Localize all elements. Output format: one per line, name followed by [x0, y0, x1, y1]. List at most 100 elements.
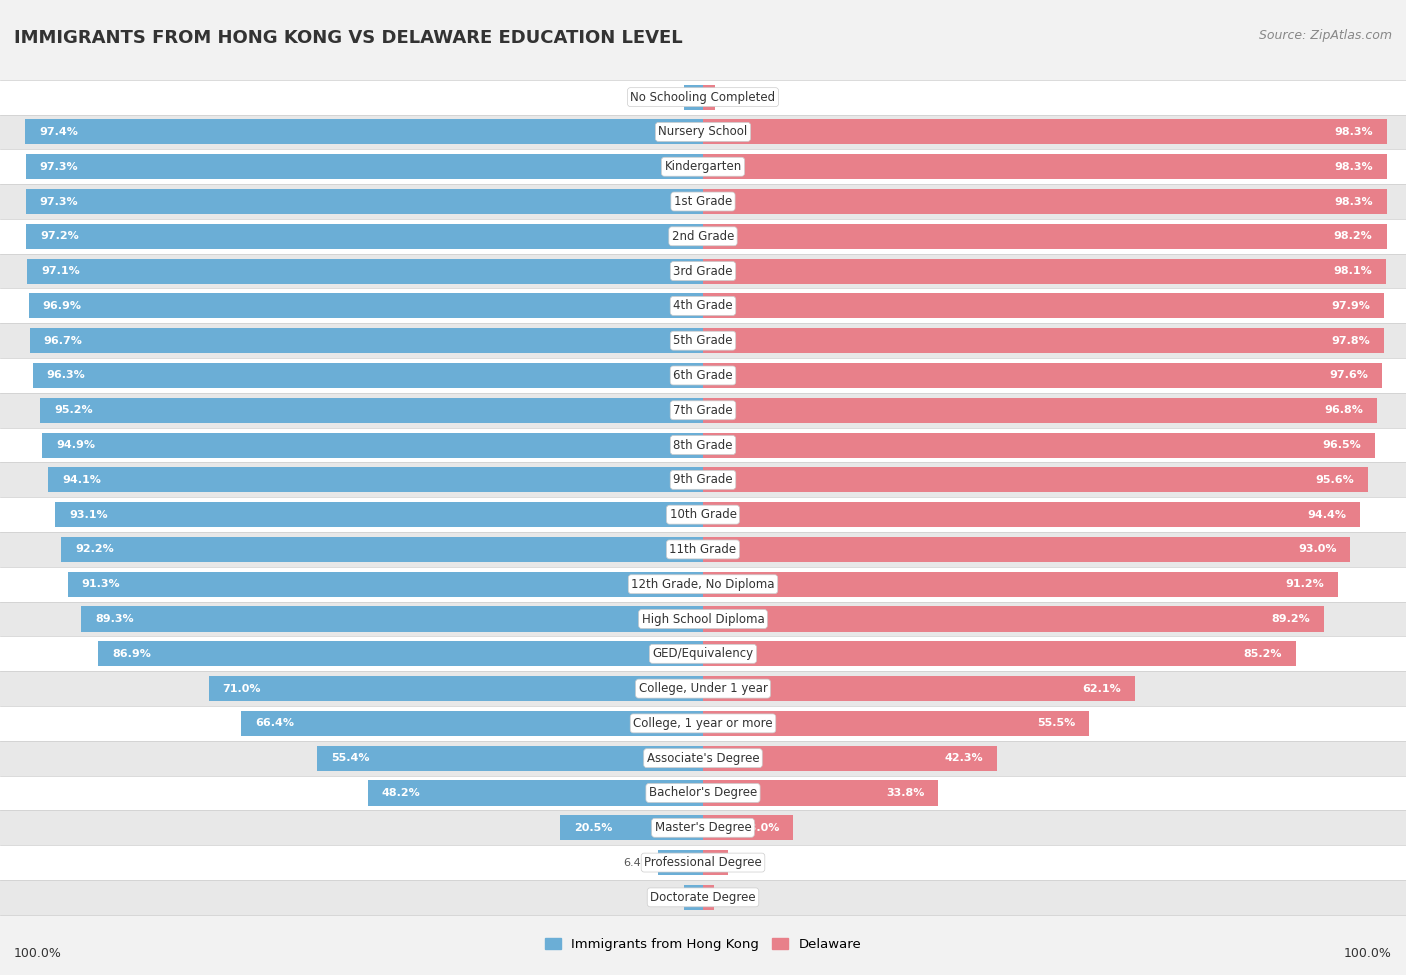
Bar	[703, 119, 1388, 144]
Text: Master's Degree: Master's Degree	[655, 821, 751, 835]
Text: 2.8%: 2.8%	[648, 892, 676, 903]
Text: 55.4%: 55.4%	[332, 754, 370, 763]
Bar	[703, 258, 1386, 284]
Bar	[703, 676, 1135, 701]
Bar	[209, 676, 703, 701]
Text: 98.1%: 98.1%	[1333, 266, 1372, 276]
Bar	[0, 80, 1406, 114]
Text: 8th Grade: 8th Grade	[673, 439, 733, 451]
Text: 42.3%: 42.3%	[945, 754, 984, 763]
Text: 97.3%: 97.3%	[39, 197, 79, 207]
Bar	[25, 189, 703, 214]
Text: Associate's Degree: Associate's Degree	[647, 752, 759, 764]
Text: Professional Degree: Professional Degree	[644, 856, 762, 869]
Text: 3.6%: 3.6%	[735, 858, 763, 868]
Bar	[703, 154, 1388, 179]
Text: 6.4%: 6.4%	[623, 858, 651, 868]
Bar	[0, 497, 1406, 532]
Text: 86.9%: 86.9%	[112, 648, 150, 659]
Bar	[685, 85, 703, 109]
Bar	[703, 885, 714, 910]
Text: 2.7%: 2.7%	[648, 92, 678, 102]
Text: 12th Grade, No Diploma: 12th Grade, No Diploma	[631, 578, 775, 591]
Text: 92.2%: 92.2%	[75, 544, 114, 555]
Text: 94.4%: 94.4%	[1308, 510, 1346, 520]
Text: 89.3%: 89.3%	[96, 614, 134, 624]
Text: Source: ZipAtlas.com: Source: ZipAtlas.com	[1258, 29, 1392, 42]
Text: 1.6%: 1.6%	[721, 892, 749, 903]
Text: 98.3%: 98.3%	[1334, 162, 1374, 172]
Bar	[703, 537, 1350, 562]
Bar	[703, 606, 1324, 632]
Text: 2nd Grade: 2nd Grade	[672, 230, 734, 243]
Bar	[703, 571, 1337, 597]
Text: 91.3%: 91.3%	[82, 579, 120, 589]
Bar	[0, 532, 1406, 566]
Text: 97.6%: 97.6%	[1330, 370, 1368, 380]
Text: 66.4%: 66.4%	[254, 719, 294, 728]
Bar	[703, 363, 1382, 388]
Bar	[703, 780, 938, 805]
Legend: Immigrants from Hong Kong, Delaware: Immigrants from Hong Kong, Delaware	[540, 932, 866, 956]
Text: 5th Grade: 5th Grade	[673, 334, 733, 347]
Bar	[25, 154, 703, 179]
Bar	[0, 845, 1406, 880]
Bar	[703, 815, 793, 840]
Bar	[0, 602, 1406, 637]
Bar	[367, 780, 703, 805]
Bar	[0, 324, 1406, 358]
Text: 3rd Grade: 3rd Grade	[673, 264, 733, 278]
Bar	[0, 566, 1406, 602]
Text: 98.2%: 98.2%	[1334, 231, 1372, 241]
Text: GED/Equivalency: GED/Equivalency	[652, 647, 754, 660]
Text: 48.2%: 48.2%	[381, 788, 420, 798]
Bar	[0, 428, 1406, 462]
Bar	[0, 637, 1406, 671]
Text: 4th Grade: 4th Grade	[673, 299, 733, 312]
Bar	[0, 706, 1406, 741]
Bar	[41, 398, 703, 423]
Text: 97.4%: 97.4%	[39, 127, 77, 136]
Bar	[683, 885, 703, 910]
Bar	[703, 224, 1386, 249]
Text: 94.9%: 94.9%	[56, 440, 96, 450]
Text: College, 1 year or more: College, 1 year or more	[633, 717, 773, 730]
Text: 96.3%: 96.3%	[46, 370, 86, 380]
Text: 100.0%: 100.0%	[14, 948, 62, 960]
Text: 94.1%: 94.1%	[62, 475, 101, 485]
Text: 11th Grade: 11th Grade	[669, 543, 737, 556]
Text: 13.0%: 13.0%	[741, 823, 779, 833]
Bar	[0, 114, 1406, 149]
Bar	[98, 642, 703, 666]
Bar	[0, 810, 1406, 845]
Bar	[0, 775, 1406, 810]
Bar	[703, 642, 1296, 666]
Bar	[0, 149, 1406, 184]
Bar	[240, 711, 703, 736]
Bar	[703, 850, 728, 876]
Bar	[318, 746, 703, 770]
Text: 96.8%: 96.8%	[1324, 406, 1362, 415]
Bar	[703, 293, 1385, 319]
Text: 97.8%: 97.8%	[1331, 335, 1369, 346]
Text: 55.5%: 55.5%	[1038, 719, 1076, 728]
Bar	[25, 119, 703, 144]
Text: 89.2%: 89.2%	[1271, 614, 1310, 624]
Bar	[703, 746, 997, 770]
Text: High School Diploma: High School Diploma	[641, 612, 765, 626]
Bar	[658, 850, 703, 876]
Bar	[0, 358, 1406, 393]
Bar	[703, 711, 1090, 736]
Text: 97.9%: 97.9%	[1331, 301, 1371, 311]
Bar	[703, 189, 1388, 214]
Bar	[0, 254, 1406, 289]
Bar	[0, 289, 1406, 324]
Text: 96.9%: 96.9%	[42, 301, 82, 311]
Bar	[703, 467, 1368, 492]
Text: 1.7%: 1.7%	[721, 92, 751, 102]
Text: 97.1%: 97.1%	[41, 266, 80, 276]
Text: Doctorate Degree: Doctorate Degree	[650, 891, 756, 904]
Bar	[32, 363, 703, 388]
Text: 98.3%: 98.3%	[1334, 127, 1374, 136]
Text: 10th Grade: 10th Grade	[669, 508, 737, 522]
